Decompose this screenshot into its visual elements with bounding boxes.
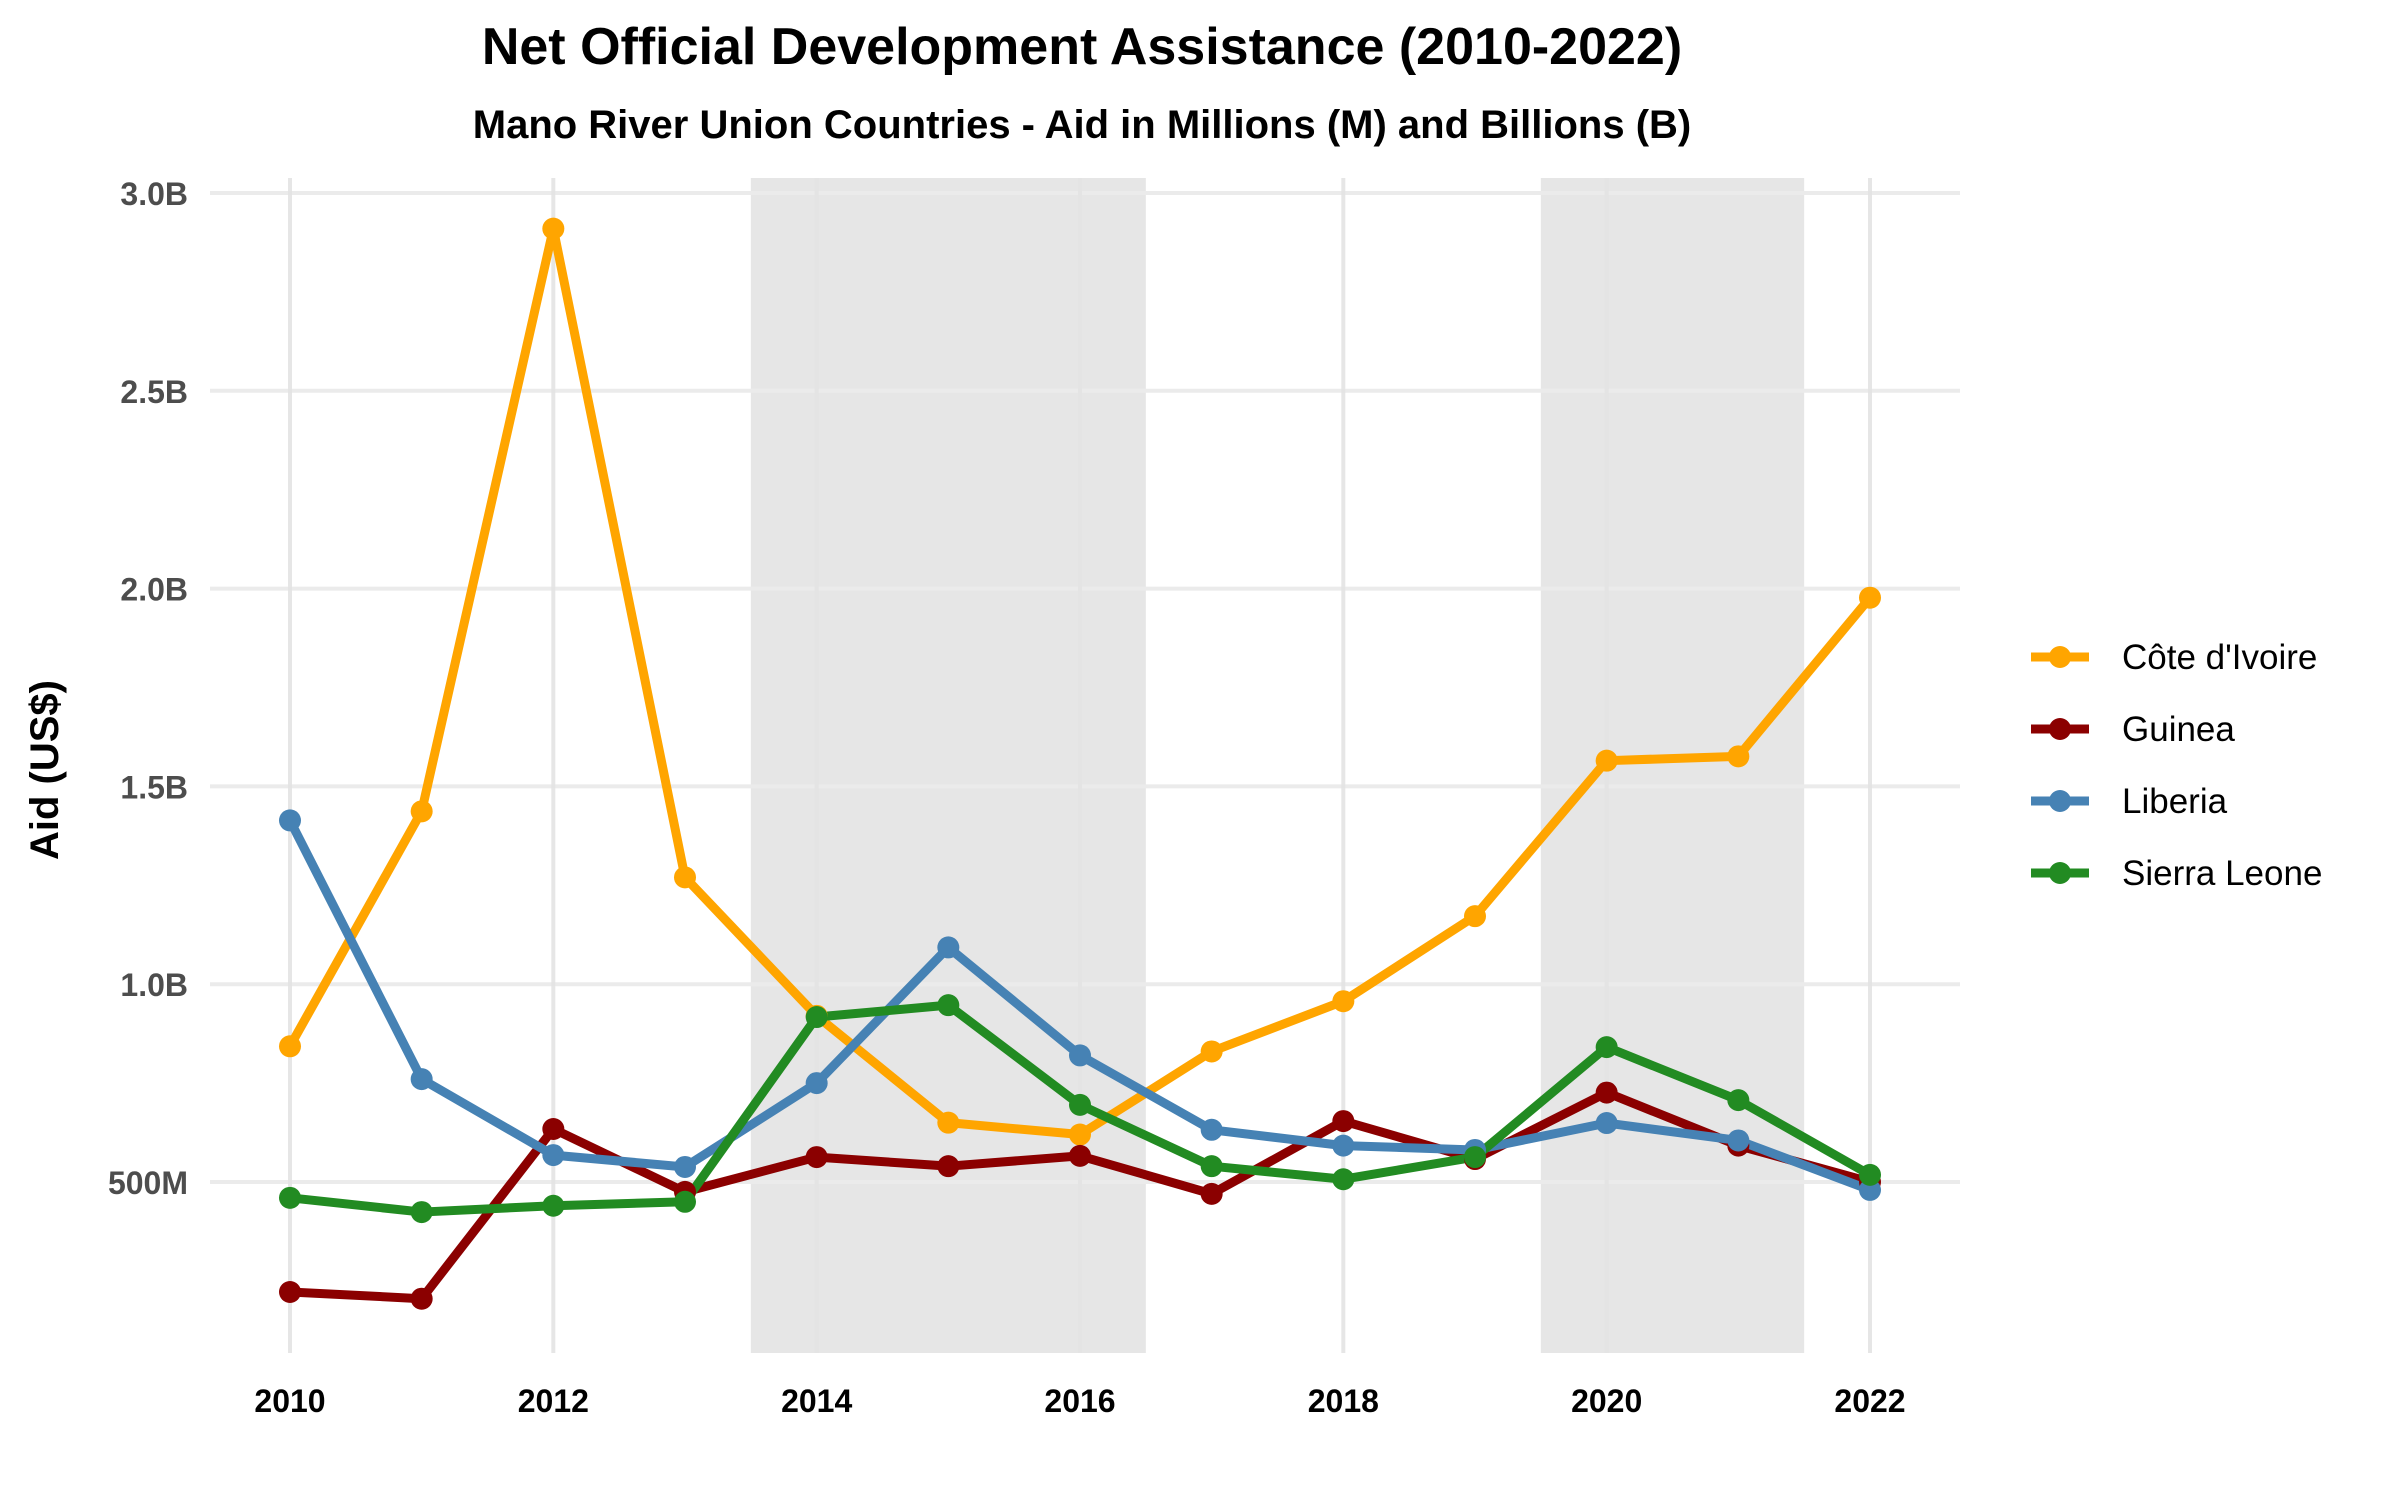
legend: Côte d'Ivoire Guinea Liberia Sierra Leone — [2031, 638, 2322, 893]
x-tick-label: 2010 — [254, 1383, 325, 1419]
series-points — [279, 217, 1881, 1310]
y-tick-label: 2.5B — [120, 374, 188, 410]
y-tick-label: 500M — [108, 1165, 188, 1201]
shaded-period-1 — [1540, 178, 1805, 1353]
data-point-0-2016 — [1069, 1123, 1091, 1146]
data-point-1-2017 — [1200, 1182, 1223, 1205]
x-tick-label: 2020 — [1571, 1383, 1642, 1419]
data-point-1-2014 — [805, 1146, 828, 1169]
data-point-2-2016 — [1069, 1044, 1091, 1067]
data-point-1-2020 — [1595, 1081, 1618, 1104]
y-tick-label: 3.0B — [120, 176, 188, 212]
y-axis-ticks: 500M 1.0B 1.5B 2.0B 2.5B 3.0B — [108, 176, 188, 1201]
data-point-0-2017 — [1200, 1040, 1223, 1063]
y-axis-label: Aid (US$) — [23, 680, 67, 860]
data-point-1-2012 — [542, 1117, 565, 1140]
data-point-2-2010 — [279, 809, 301, 832]
data-point-3-2017 — [1200, 1155, 1223, 1178]
legend-label: Sierra Leone — [2122, 854, 2322, 893]
x-axis-ticks: 2010 2012 2014 2016 2018 2020 2022 — [254, 1383, 1905, 1419]
data-point-2-2013 — [674, 1155, 696, 1178]
data-point-3-2013 — [674, 1190, 696, 1213]
data-point-0-2022 — [1859, 586, 1881, 609]
data-point-1-2018 — [1332, 1110, 1355, 1133]
data-point-0-2018 — [1332, 990, 1355, 1013]
x-tick-label: 2022 — [1834, 1383, 1905, 1419]
y-tick-label: 2.0B — [120, 572, 188, 608]
legend-item: Sierra Leone — [2031, 854, 2322, 893]
data-point-2-2020 — [1595, 1112, 1618, 1135]
data-point-0-2021 — [1727, 745, 1750, 768]
data-point-0-2012 — [542, 217, 565, 240]
y-tick-label: 1.5B — [120, 769, 188, 805]
legend-label: Côte d'Ivoire — [2122, 638, 2317, 677]
data-point-0-2019 — [1464, 905, 1486, 928]
data-point-3-2011 — [410, 1201, 433, 1224]
y-tick-label: 1.0B — [120, 967, 188, 1003]
data-point-3-2012 — [542, 1194, 565, 1217]
data-point-2-2015 — [937, 936, 960, 959]
data-point-3-2016 — [1069, 1093, 1091, 1116]
data-point-0-2011 — [410, 800, 433, 823]
data-point-3-2010 — [279, 1186, 301, 1209]
legend-marker — [2049, 646, 2071, 668]
x-tick-label: 2012 — [518, 1383, 589, 1419]
legend-label: Guinea — [2122, 710, 2235, 749]
x-tick-label: 2018 — [1308, 1383, 1379, 1419]
data-point-1-2015 — [937, 1155, 960, 1178]
data-point-2-2017 — [1200, 1118, 1223, 1141]
legend-item: Liberia — [2031, 782, 2228, 821]
data-point-2-2022 — [1859, 1178, 1881, 1201]
data-point-1-2016 — [1069, 1144, 1091, 1167]
legend-item: Côte d'Ivoire — [2031, 638, 2317, 677]
data-point-2-2021 — [1727, 1129, 1750, 1152]
legend-marker — [2049, 718, 2071, 740]
data-point-0-2010 — [279, 1035, 301, 1058]
data-point-3-2021 — [1727, 1089, 1750, 1112]
data-point-3-2019 — [1464, 1146, 1486, 1169]
data-point-3-2015 — [937, 994, 960, 1017]
data-point-3-2014 — [805, 1006, 828, 1029]
data-point-2-2014 — [805, 1072, 828, 1095]
data-point-3-2020 — [1595, 1036, 1618, 1059]
legend-label: Liberia — [2122, 782, 2228, 821]
legend-marker — [2049, 790, 2071, 812]
legend-marker — [2049, 862, 2071, 884]
data-point-0-2020 — [1595, 749, 1618, 772]
x-tick-label: 2014 — [781, 1383, 852, 1419]
data-point-3-2022 — [1859, 1163, 1881, 1186]
data-point-1-2011 — [410, 1287, 433, 1310]
data-point-0-2013 — [674, 866, 696, 889]
x-tick-label: 2016 — [1044, 1383, 1115, 1419]
data-point-0-2015 — [937, 1111, 960, 1134]
data-point-2-2011 — [410, 1068, 433, 1091]
data-point-3-2018 — [1332, 1168, 1355, 1191]
data-point-1-2010 — [279, 1280, 301, 1303]
chart-title: Net Official Development Assistance (201… — [482, 18, 1682, 76]
chart-subtitle: Mano River Union Countries - Aid in Mill… — [473, 103, 1691, 147]
data-point-2-2018 — [1332, 1134, 1355, 1157]
data-point-2-2012 — [542, 1144, 565, 1167]
legend-item: Guinea — [2031, 710, 2235, 749]
